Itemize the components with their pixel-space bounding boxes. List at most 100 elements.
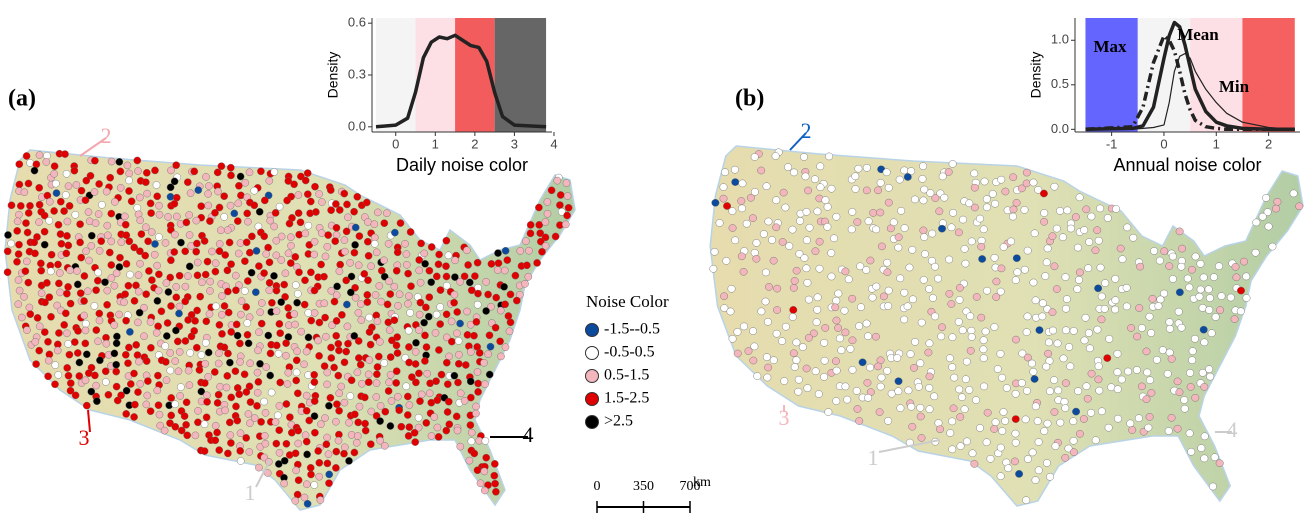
- station-dot: [803, 208, 810, 215]
- station-dot: [1044, 420, 1051, 427]
- station-dot: [820, 373, 827, 380]
- station-dot: [358, 317, 365, 324]
- station-dot: [265, 244, 272, 251]
- station-dot: [31, 250, 38, 257]
- station-dot: [920, 234, 927, 241]
- station-dot: [295, 210, 302, 217]
- station-dot: [448, 338, 455, 345]
- station-dot: [96, 317, 103, 324]
- station-dot: [956, 413, 963, 420]
- station-dot: [980, 226, 987, 233]
- station-dot: [422, 260, 429, 267]
- station-dot: [920, 227, 927, 234]
- station-dot: [1074, 244, 1081, 251]
- station-dot: [203, 392, 210, 399]
- station-dot: [352, 241, 359, 248]
- station-dot: [131, 401, 138, 408]
- station-dot: [906, 264, 913, 271]
- station-dot: [67, 380, 74, 387]
- station-dot: [1001, 417, 1008, 424]
- station-dot: [181, 413, 188, 420]
- station-dot: [283, 340, 290, 347]
- station-dot: [522, 238, 529, 245]
- station-dot: [292, 450, 299, 457]
- station-dot: [128, 198, 135, 205]
- station-dot: [513, 297, 520, 304]
- station-dot: [1135, 415, 1142, 422]
- station-dot: [301, 277, 308, 284]
- station-dot: [368, 263, 375, 270]
- station-dot: [248, 269, 255, 276]
- station-dot: [164, 319, 171, 326]
- station-dot: [473, 403, 480, 410]
- station-dot: [740, 268, 747, 275]
- station-dot: [273, 287, 280, 294]
- station-dot: [1051, 183, 1058, 190]
- station-dot: [311, 429, 318, 436]
- series-annotation: Mean: [1177, 25, 1219, 44]
- station-dot: [803, 365, 810, 372]
- station-dot: [486, 332, 493, 339]
- station-dot: [214, 188, 221, 195]
- station-dot: [91, 188, 98, 195]
- station-dot: [873, 283, 880, 290]
- station-dot: [301, 361, 308, 368]
- station-dot: [36, 347, 43, 354]
- station-dot: [237, 457, 244, 464]
- station-dot: [143, 291, 150, 298]
- station-dot: [142, 179, 149, 186]
- station-dot: [247, 360, 254, 367]
- station-dot: [201, 421, 208, 428]
- station-dot: [765, 283, 772, 290]
- station-dot: [31, 239, 38, 246]
- station-dot: [374, 318, 381, 325]
- station-dot: [35, 219, 42, 226]
- station-dot: [864, 394, 871, 401]
- station-dot: [1146, 377, 1153, 384]
- panel-label: (b): [735, 86, 764, 112]
- station-dot: [473, 318, 480, 325]
- station-dot: [468, 429, 475, 436]
- station-dot: [20, 293, 27, 300]
- station-dot: [266, 259, 273, 266]
- station-dot: [103, 188, 110, 195]
- station-dot: [394, 393, 401, 400]
- station-dot: [286, 220, 293, 227]
- station-dot: [191, 168, 198, 175]
- station-dot: [333, 401, 340, 408]
- station-dot: [805, 296, 812, 303]
- station-dot: [417, 279, 424, 286]
- station-dot: [8, 240, 15, 247]
- station-dot: [828, 185, 835, 192]
- station-dot: [135, 288, 142, 295]
- station-dot: [1003, 384, 1010, 391]
- station-dot: [452, 257, 459, 264]
- station-dot: [1093, 227, 1100, 234]
- station-dot: [813, 306, 820, 313]
- station-dot: [738, 197, 745, 204]
- station-dot: [134, 167, 141, 174]
- station-dot: [486, 371, 493, 378]
- station-dot: [821, 357, 828, 364]
- station-dot: [323, 441, 330, 448]
- station-dot: [762, 298, 769, 305]
- station-dot: [282, 352, 289, 359]
- station-dot: [194, 259, 201, 266]
- station-dot: [421, 332, 428, 339]
- station-dot: [167, 349, 174, 356]
- station-dot: [173, 283, 180, 290]
- station-dot: [1243, 294, 1250, 301]
- x-tick-label: 0: [392, 136, 399, 151]
- station-dot: [998, 427, 1005, 434]
- station-dot: [1096, 387, 1103, 394]
- station-dot: [1051, 408, 1058, 415]
- station-dot: [800, 153, 807, 160]
- station-dot: [781, 378, 788, 385]
- station-dot: [311, 398, 318, 405]
- station-dot: [305, 222, 312, 229]
- station-dot: [263, 364, 270, 371]
- station-dot: [1168, 414, 1175, 421]
- color-band: [1085, 18, 1137, 132]
- station-dot: [341, 399, 348, 406]
- station-dot: [877, 383, 884, 390]
